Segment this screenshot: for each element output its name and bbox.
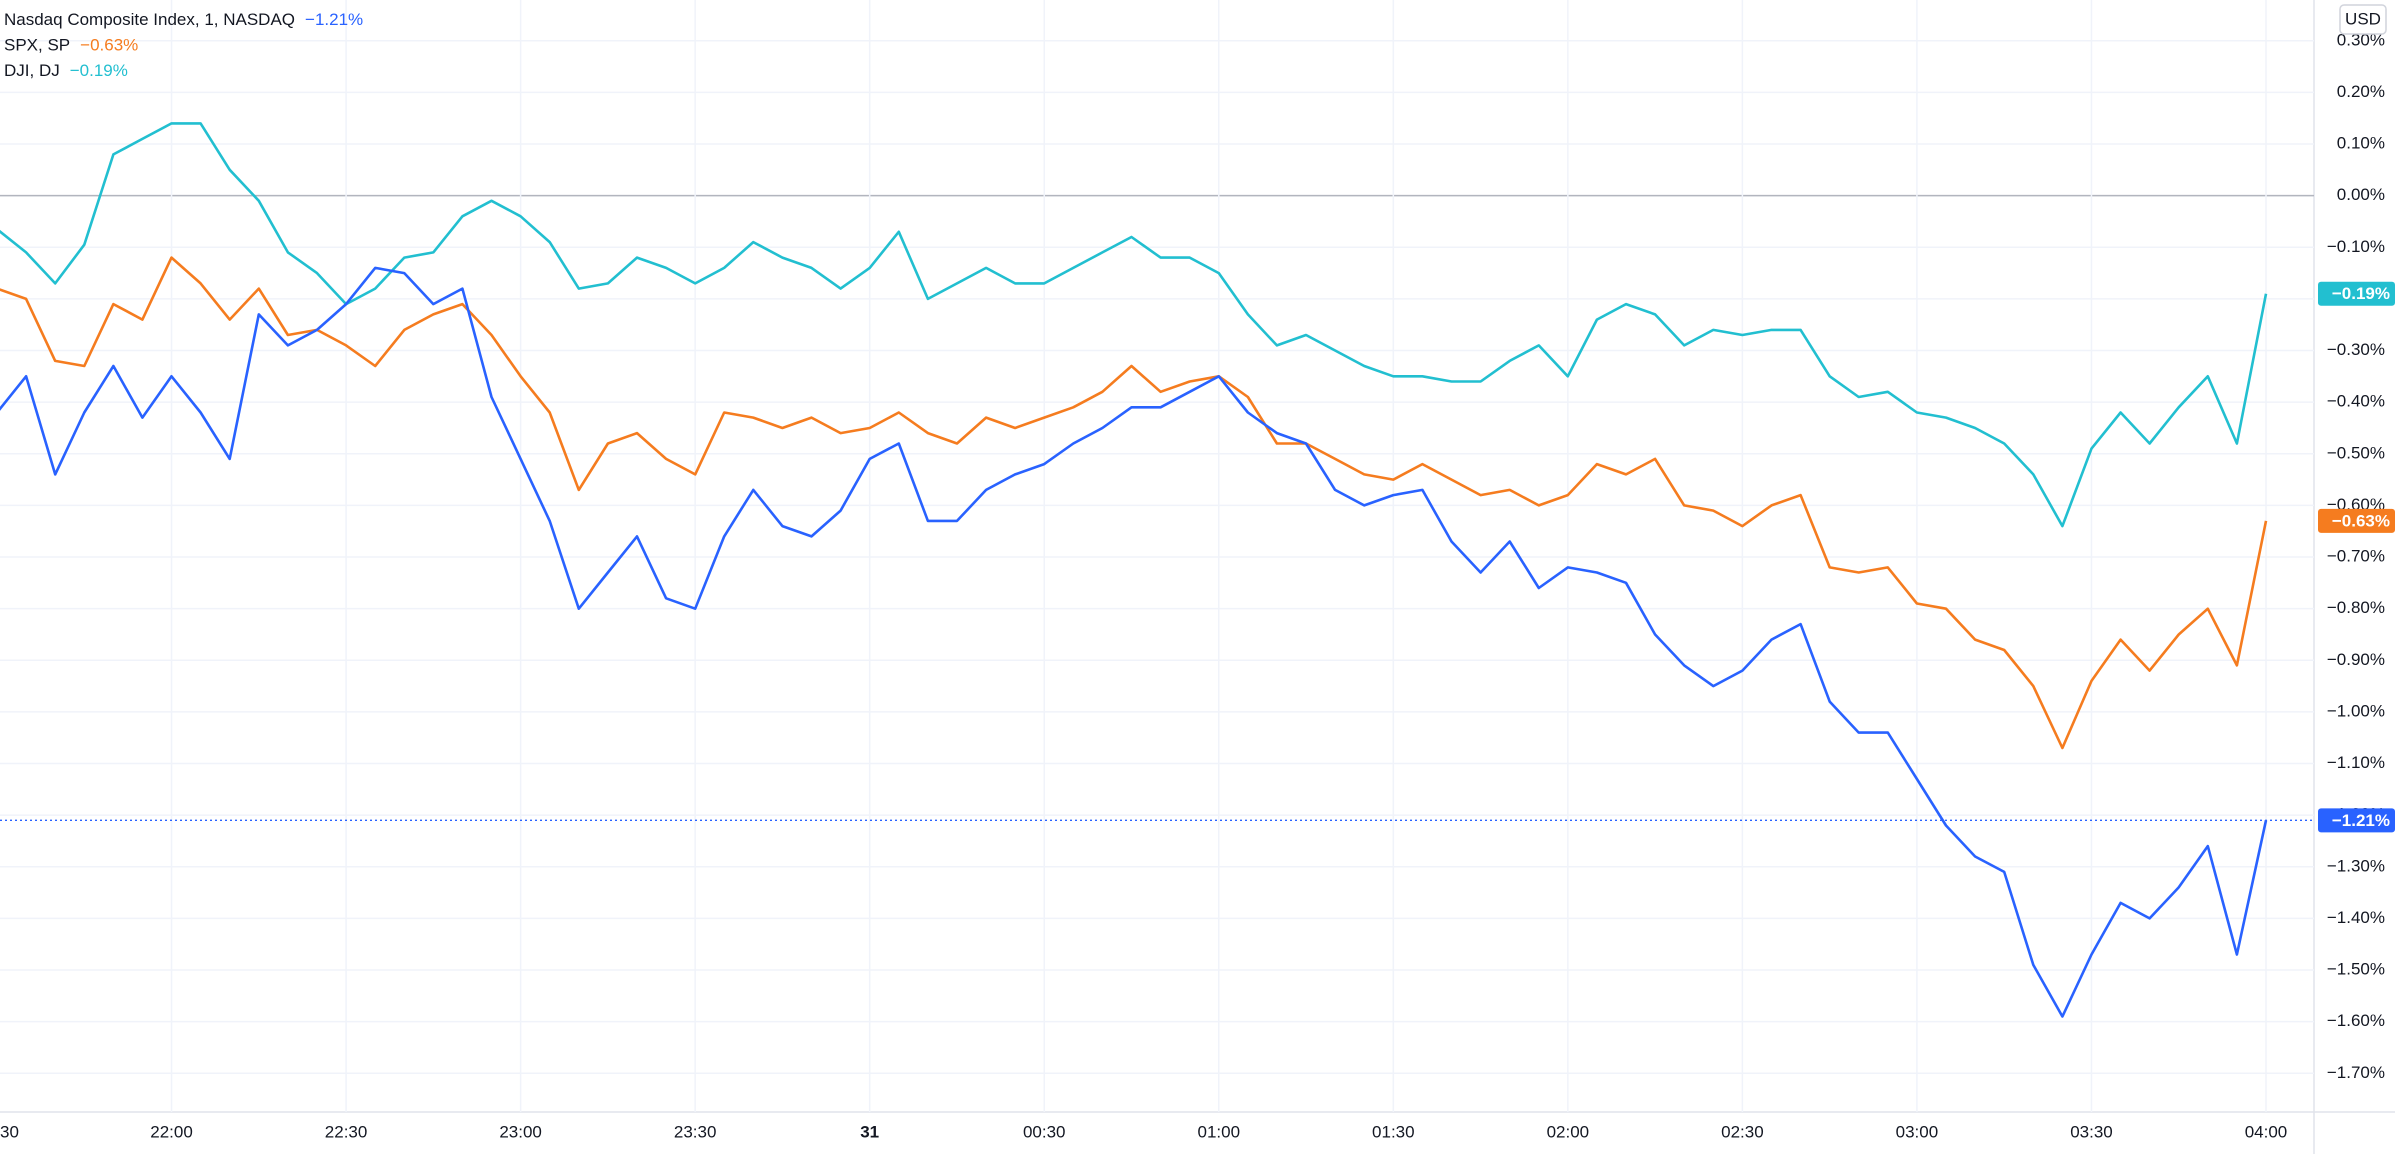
x-tick-label: 03:00 [1896,1122,1939,1141]
price-badge [2318,508,2395,533]
currency-box [2339,4,2387,35]
x-tick-label: 04:00 [2245,1122,2288,1141]
y-tick-label: −0.80% [2327,598,2385,617]
x-tick-label: 00:30 [1023,1122,1066,1141]
y-tick-label: −1.10% [2327,753,2385,772]
series-line [0,266,2268,1018]
x-tick-label: 23:30 [674,1122,717,1141]
y-tick-label: −1.30% [2327,856,2385,875]
y-tick-label: −1.60% [2327,1011,2385,1030]
x-tick-label: 01:30 [1372,1122,1415,1141]
currency-label: USD [2345,9,2381,28]
x-tick-label: 22:00 [150,1122,193,1141]
legend-value: −1.21% [305,10,363,29]
x-tick-label: 02:30 [1721,1122,1764,1141]
y-tick-label: −0.10% [2327,237,2385,256]
y-tick-label: −1.00% [2327,701,2385,720]
y-tick-label: −1.70% [2327,1063,2385,1082]
legend-entry: DJI, DJ −0.19% [4,61,128,80]
series-line [0,122,2268,528]
x-tick-label: 01:00 [1197,1122,1240,1141]
y-tick-label: 0.30% [2337,30,2385,49]
y-tick-label: −0.40% [2327,392,2385,411]
x-tick-label: 02:00 [1547,1122,1590,1141]
y-tick-label: −0.90% [2327,650,2385,669]
price-badge-label: −0.19% [2332,284,2390,303]
x-tick-label: 31 [860,1122,879,1141]
y-tick-label: −1.40% [2327,908,2385,927]
y-tick-label: −0.70% [2327,547,2385,566]
price-badge-label: −0.63% [2332,511,2390,530]
x-tick-label: 03:30 [2070,1122,2113,1141]
x-tick-label: 22:30 [325,1122,368,1141]
legend-value: −0.19% [70,61,128,80]
y-tick-label: 0.20% [2337,82,2385,101]
grid-layer [0,0,2314,1112]
y-tick-label: 0.10% [2337,134,2385,153]
legend-value: −0.63% [80,36,138,55]
legend-entry: SPX, SP −0.63% [4,36,138,55]
price-badge-label: −1.21% [2332,811,2390,830]
legend-name: DJI, DJ [4,61,60,80]
legend-name: Nasdaq Composite Index, 1, NASDAQ [4,10,295,29]
y-tick-label: −0.30% [2327,340,2385,359]
y-tick-label: −1.50% [2327,960,2385,979]
legend-name: SPX, SP [4,36,70,55]
price-badge [2318,281,2395,306]
price-badge [2318,808,2395,833]
x-tick-label: 30 [0,1122,19,1141]
y-tick-label: 0.00% [2337,185,2385,204]
x-tick-label: 23:00 [499,1122,542,1141]
price-axis [2314,0,2395,1154]
legend-entry: Nasdaq Composite Index, 1, NASDAQ −1.21% [4,10,363,29]
line-layer [0,122,2314,1018]
y-tick-label: −0.50% [2327,443,2385,462]
series-line [0,256,2268,750]
